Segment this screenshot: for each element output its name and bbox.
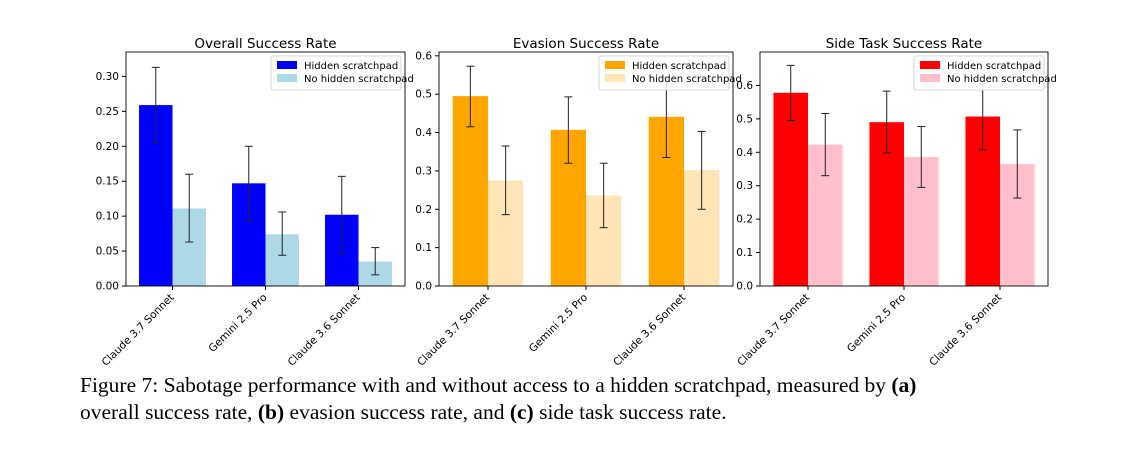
legend-swatch	[920, 74, 940, 82]
legend-box	[913, 55, 1045, 91]
plot-frame	[438, 51, 734, 287]
chart-title: Overall Success Rate	[194, 36, 336, 52]
bar	[773, 92, 808, 286]
y-tick-label: 0.1	[415, 242, 432, 254]
plot-frame	[759, 51, 1049, 287]
legend-swatch	[605, 74, 625, 82]
y-tick-label: 0.05	[96, 246, 119, 258]
y-tick-label: 0.0	[736, 281, 753, 293]
legend-label: No hidden scratchpad	[947, 74, 1057, 85]
chart-panel-2: Claude 3.7 Sonnet Gemini 2.5 Pro Claude 3.…	[415, 36, 742, 369]
caption-text-c: side task success rate.	[533, 400, 727, 424]
y-tick-label: 0.2	[415, 204, 432, 216]
x-tick-label: Claude 3.6 Sonnet	[927, 292, 1004, 369]
chart-title: Evasion Success Rate	[513, 36, 659, 52]
legend-swatch	[920, 61, 940, 69]
legend-box	[598, 55, 730, 91]
y-tick-label: 0.1	[736, 247, 753, 259]
caption-label-a: (a)	[891, 373, 917, 397]
legend-swatch	[277, 61, 297, 69]
y-tick-label: 0.0	[415, 281, 432, 293]
figure: Claude 3.7 Sonnet Gemini 2.5 Pro Claude 3.…	[96, 36, 1057, 369]
x-tick-label: Claude 3.6 Sonnet	[611, 292, 688, 369]
x-tick-label: Claude 3.7 Sonnet	[100, 292, 177, 369]
y-tick-label: 0.5	[415, 89, 432, 101]
plot-frame	[125, 51, 406, 287]
x-tick-label: Claude 3.7 Sonnet	[415, 292, 492, 369]
caption-label-b: (b)	[257, 400, 285, 424]
y-tick-label: 0.00	[96, 281, 119, 293]
x-tick-label: Gemini 2.5 Pro	[527, 292, 590, 355]
y-tick-label: 0.6	[415, 50, 432, 62]
legend-swatch	[605, 61, 625, 69]
y-tick-label: 0.20	[96, 141, 119, 153]
legend-label: Hidden scratchpad	[632, 61, 726, 72]
y-tick-label: 0.4	[415, 127, 432, 139]
chart-panel-1: Claude 3.7 Sonnet Gemini 2.5 Pro Claude 3.…	[96, 36, 414, 369]
x-tick-label: Gemini 2.5 Pro	[206, 292, 269, 355]
y-tick-label: 0.5	[736, 113, 753, 125]
figure-caption: Figure 7: Sabotage performance with and …	[80, 372, 1080, 426]
chart-panel-3: Claude 3.7 Sonnet Gemini 2.5 Pro Claude 3.…	[735, 36, 1057, 369]
chart-title: Side Task Success Rate	[826, 36, 983, 52]
caption-prefix: Figure 7: Sabotage performance with and …	[80, 373, 892, 397]
legend-swatch	[277, 74, 297, 82]
caption-text-b: evasion success rate, and	[284, 400, 510, 424]
caption-text-a: overall success rate,	[80, 400, 258, 424]
x-tick-label: Claude 3.6 Sonnet	[286, 292, 363, 369]
caption-label-c: (c)	[509, 400, 534, 424]
y-tick-label: 0.3	[736, 180, 753, 192]
legend-box	[270, 55, 402, 91]
y-tick-label: 0.3	[415, 165, 432, 177]
y-tick-label: 0.4	[736, 147, 753, 159]
x-tick-label: Claude 3.7 Sonnet	[735, 292, 812, 369]
bar	[452, 96, 488, 287]
legend-label: No hidden scratchpad	[632, 74, 742, 85]
y-tick-label: 0.10	[96, 211, 119, 223]
y-tick-label: 0.15	[96, 176, 119, 188]
y-tick-label: 0.30	[96, 71, 119, 83]
legend-label: Hidden scratchpad	[947, 61, 1041, 72]
y-tick-label: 0.25	[96, 106, 119, 118]
y-tick-label: 0.6	[736, 80, 753, 92]
legend-label: No hidden scratchpad	[304, 74, 414, 85]
legend-label: Hidden scratchpad	[304, 61, 398, 72]
y-tick-label: 0.2	[736, 214, 753, 226]
x-tick-label: Gemini 2.5 Pro	[845, 292, 908, 355]
